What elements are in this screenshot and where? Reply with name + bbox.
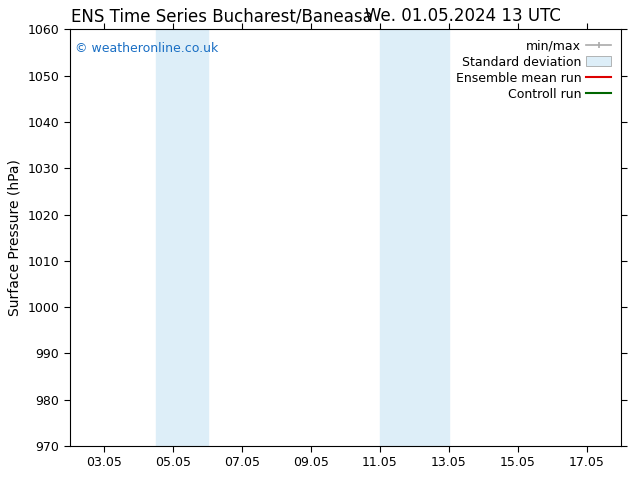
Text: We. 01.05.2024 13 UTC: We. 01.05.2024 13 UTC (365, 7, 560, 25)
Text: ENS Time Series Bucharest/Baneasa: ENS Time Series Bucharest/Baneasa (71, 7, 373, 25)
Bar (380, 29, 449, 446)
Legend: min/max, Standard deviation, Ensemble mean run, Controll run: min/max, Standard deviation, Ensemble me… (452, 36, 615, 104)
Y-axis label: Surface Pressure (hPa): Surface Pressure (hPa) (8, 159, 22, 316)
Text: © weatheronline.co.uk: © weatheronline.co.uk (75, 42, 219, 55)
Bar (156, 29, 207, 446)
